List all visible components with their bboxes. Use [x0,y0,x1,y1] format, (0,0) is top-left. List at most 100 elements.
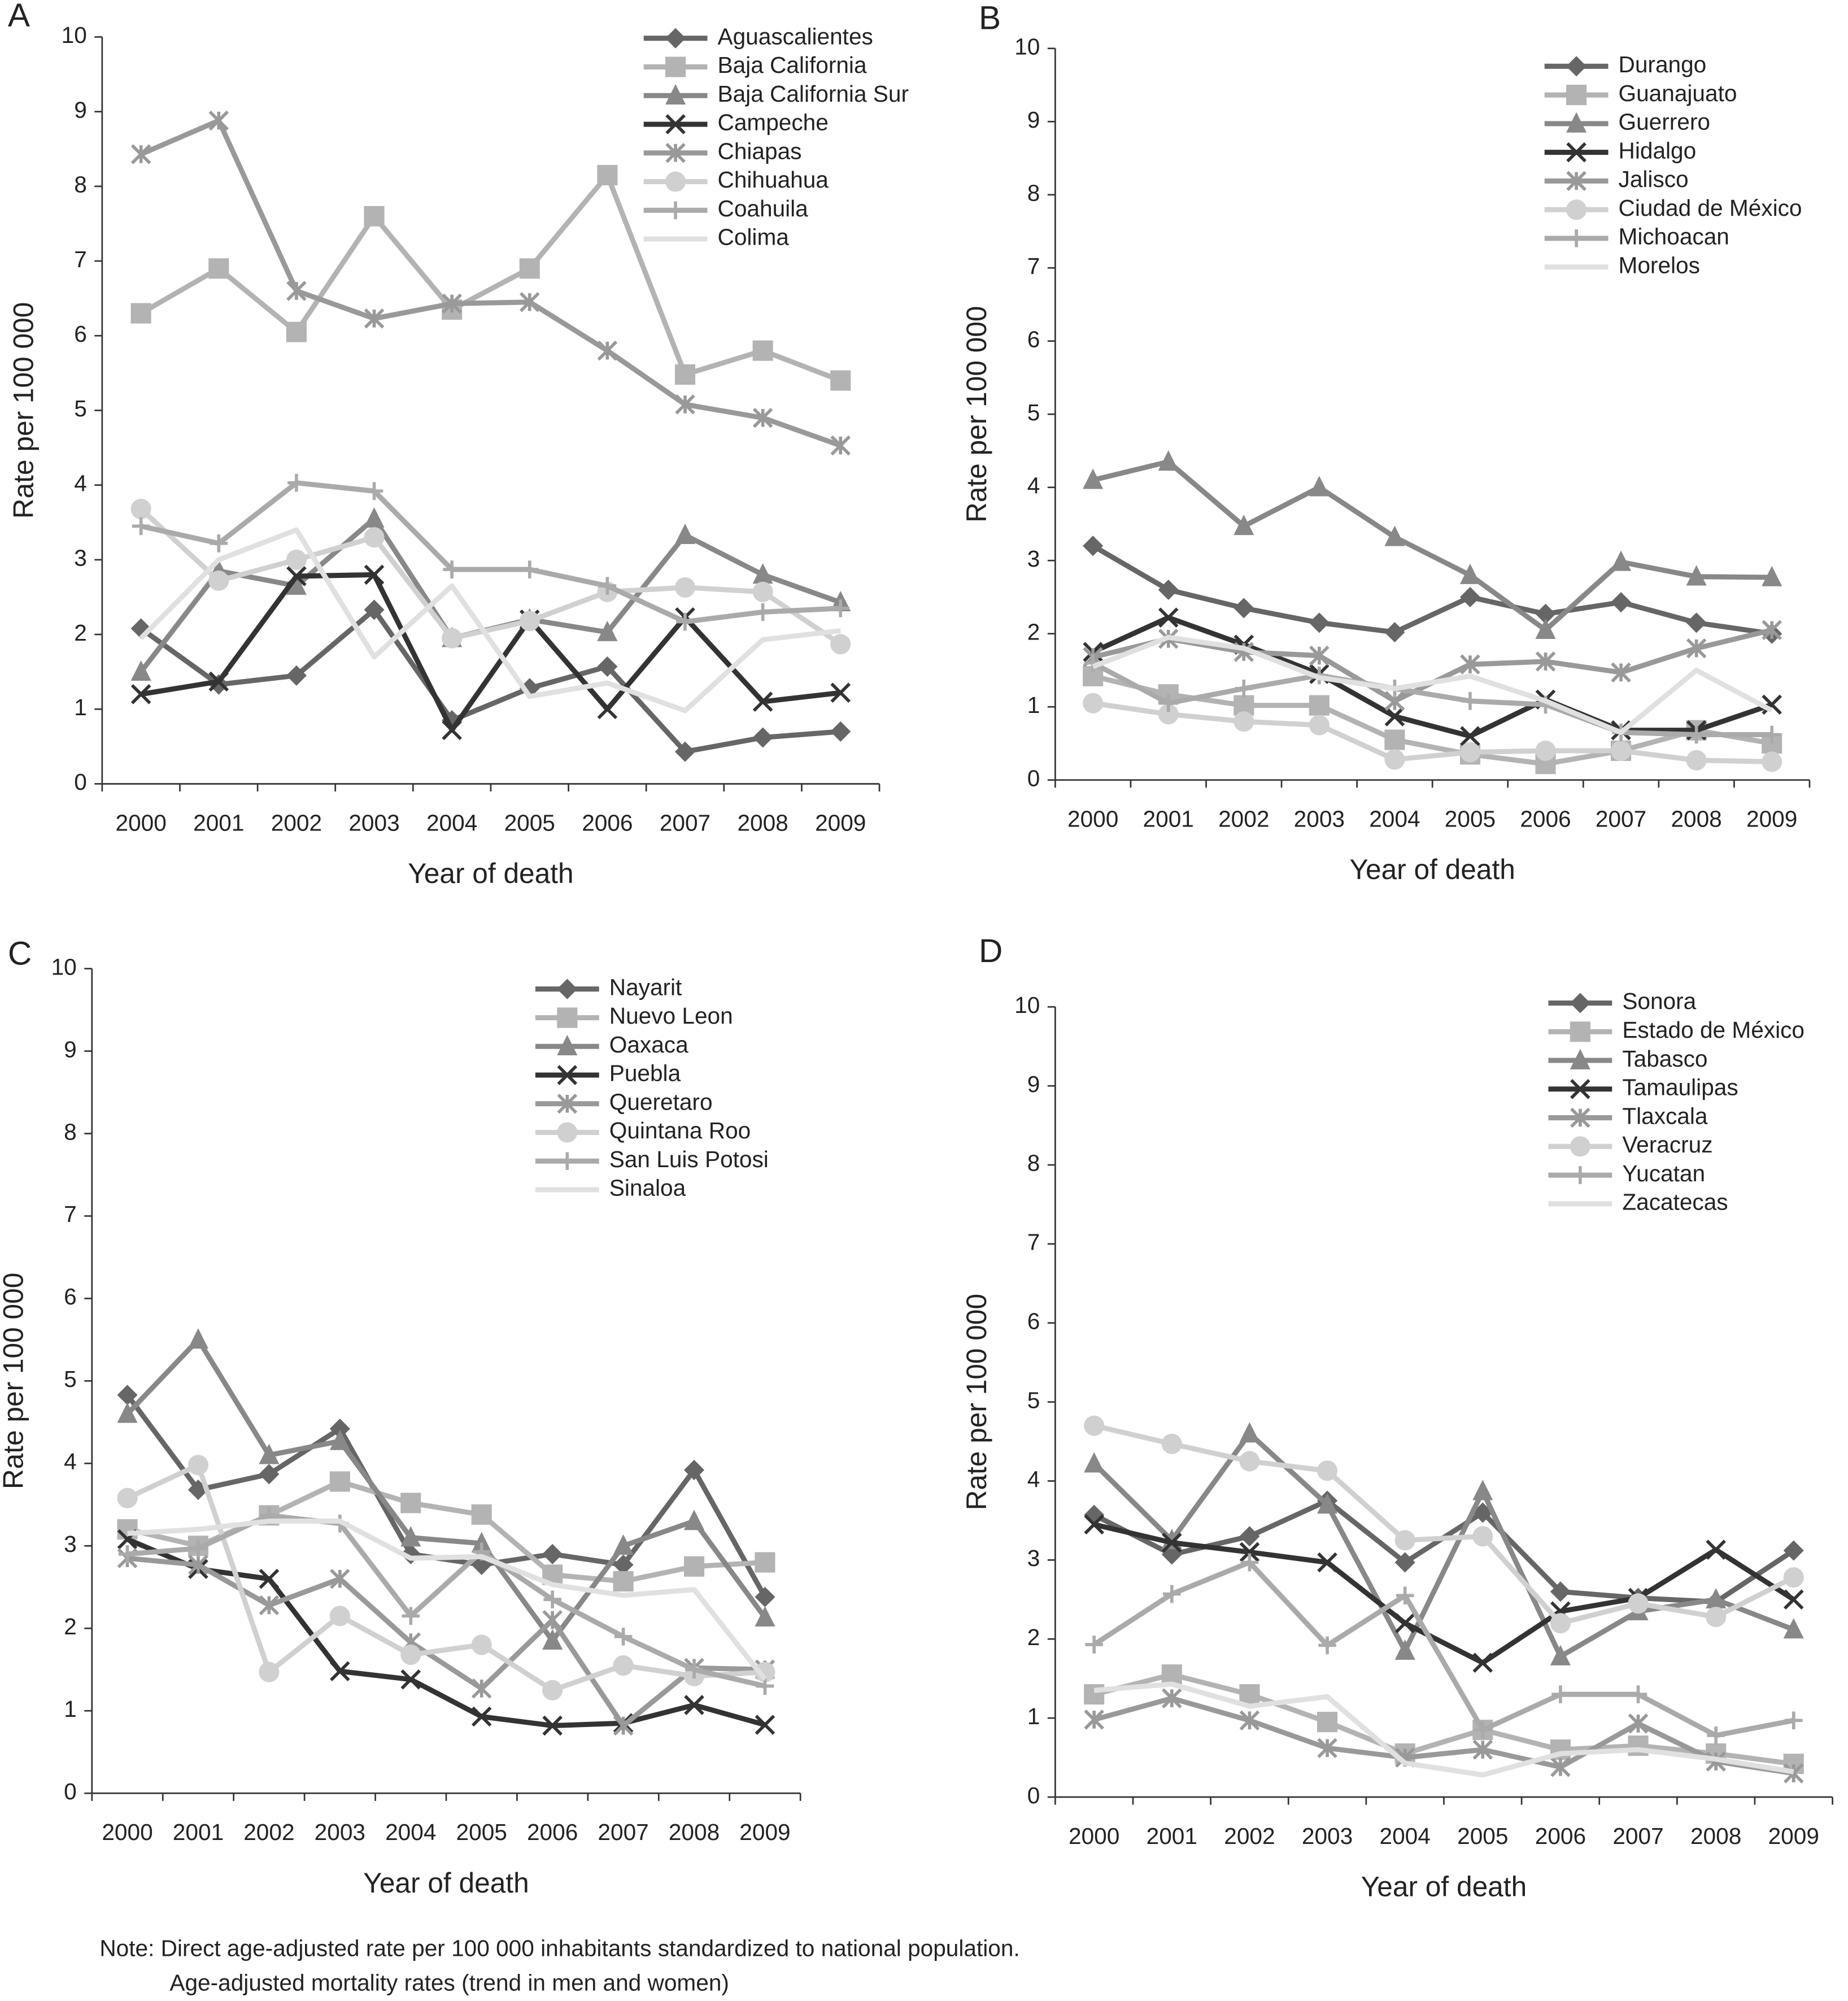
series-line [1093,1695,1794,1776]
marker [1162,1532,1182,1553]
marker [1707,1726,1725,1745]
marker [1161,1664,1182,1685]
y-tick-label: 1 [1027,692,1040,718]
marker [1783,1618,1804,1639]
series-line [1093,1522,1795,1665]
y-tick-label: 2 [64,1613,77,1639]
marker [520,560,539,578]
marker [1317,1552,1337,1573]
marker [752,407,773,428]
marker [471,1532,492,1552]
marker [685,1660,703,1679]
marker [259,1464,280,1485]
marker [329,1471,350,1492]
legend-label: Puebla [609,1060,681,1086]
marker [1384,729,1405,750]
marker [683,1556,705,1577]
series-line [1092,459,1772,633]
marker [755,1606,775,1627]
marker [684,1695,704,1715]
x-tick-label: 2004 [426,810,477,836]
marker [752,563,773,584]
x-tick-label: 2002 [1218,806,1269,832]
marker [1460,654,1480,675]
x-tick-label: 2003 [315,1819,365,1845]
marker [1550,1645,1571,1665]
marker [1158,607,1179,628]
marker [557,1065,578,1085]
marker [1234,711,1254,732]
marker [1158,704,1179,725]
y-tick-label: 9 [74,97,87,123]
marker [471,1706,492,1727]
y-tick-label: 5 [74,395,87,421]
marker [557,1034,578,1056]
marker [558,1152,577,1171]
panel-label: B [979,0,1001,37]
marker [1570,1136,1590,1157]
marker [597,656,618,677]
marker [364,527,385,548]
marker [1611,591,1632,613]
x-tick-label: 2008 [1671,806,1721,832]
marker [1762,694,1782,715]
marker [365,482,383,501]
x-tick-label: 2005 [1457,1823,1508,1849]
y-tick-label: 10 [62,22,87,48]
series-line [139,527,841,714]
marker [1309,695,1330,716]
x-tick-label: 2009 [1746,806,1797,832]
marker [683,1510,705,1530]
series-line [1092,660,1772,737]
y-tick-label: 4 [1027,1466,1040,1492]
marker [1309,715,1330,736]
marker [1566,171,1587,192]
marker [519,292,540,312]
marker [1239,1684,1260,1705]
marker [400,1493,421,1513]
marker [1394,1639,1415,1660]
marker [1239,1542,1260,1563]
y-tick-label: 4 [64,1448,77,1474]
marker [1235,680,1253,698]
marker [752,691,773,712]
marker [1686,612,1707,633]
marker [542,1629,563,1650]
marker [210,534,228,553]
y-tick-label: 6 [1027,1308,1040,1334]
x-tick-label: 2007 [1596,806,1646,832]
marker [1762,751,1782,772]
marker [752,727,773,748]
marker [1783,1567,1804,1588]
marker [1762,620,1782,641]
marker [542,1715,563,1736]
marker [1459,742,1480,763]
marker [259,1568,280,1589]
x-tick-label: 2007 [1612,1823,1663,1849]
marker [1706,1539,1726,1560]
marker [542,1610,563,1630]
legend-label: Morelos [1619,252,1700,278]
marker [1309,612,1330,633]
marker [1783,1540,1804,1561]
marker [1158,579,1179,601]
marker [597,699,618,720]
marker [1571,1166,1589,1184]
marker [542,1543,563,1565]
y-tick-label: 3 [1027,546,1040,572]
x-tick-label: 2008 [669,1819,720,1845]
marker [1687,725,1706,744]
x-tick-label: 2001 [193,810,244,836]
marker [1234,515,1254,536]
marker [1611,740,1632,761]
y-tick-label: 6 [64,1284,77,1310]
y-axis-title: Rate per 100 000 [961,1294,992,1511]
legend-label: Guerrero [1619,109,1710,135]
marker [1384,706,1405,727]
marker [1570,1079,1590,1099]
marker [1763,725,1781,744]
marker [675,394,695,415]
marker [1472,1480,1493,1500]
y-tick-label: 4 [74,470,87,496]
marker [130,498,151,520]
